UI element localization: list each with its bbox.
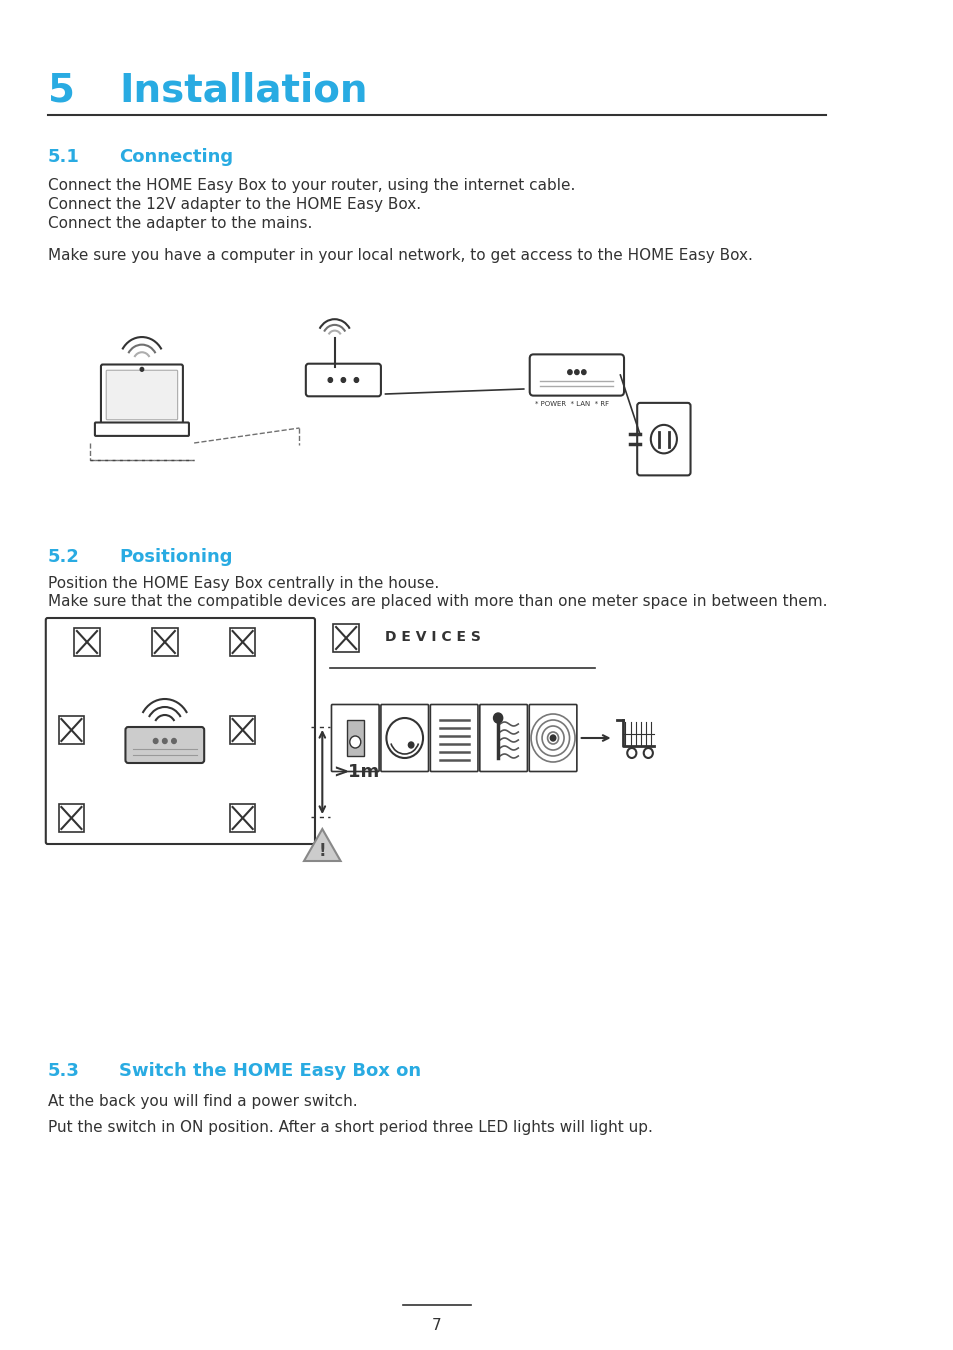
FancyBboxPatch shape [306, 363, 380, 397]
FancyBboxPatch shape [106, 370, 177, 420]
Circle shape [172, 738, 176, 744]
Text: !: ! [318, 842, 326, 860]
Circle shape [650, 425, 677, 454]
Circle shape [581, 370, 585, 374]
Circle shape [493, 713, 502, 724]
FancyBboxPatch shape [637, 402, 690, 475]
Bar [152, 628, 177, 656]
Bar [230, 805, 255, 832]
Text: 5: 5 [48, 72, 74, 109]
Text: At the back you will find a power switch.: At the back you will find a power switch… [48, 1094, 356, 1108]
Circle shape [140, 367, 144, 371]
Circle shape [408, 743, 414, 748]
Bar [74, 628, 100, 656]
Text: D E V I C E S: D E V I C E S [384, 630, 480, 644]
Bar [230, 716, 255, 744]
Text: 5.1: 5.1 [48, 148, 79, 166]
Circle shape [567, 370, 572, 374]
Circle shape [643, 748, 652, 757]
Text: Connect the HOME Easy Box to your router, using the internet cable.: Connect the HOME Easy Box to your router… [48, 178, 575, 193]
FancyBboxPatch shape [101, 364, 183, 425]
Text: Make sure that the compatible devices are placed with more than one meter space : Make sure that the compatible devices ar… [48, 594, 826, 609]
Text: Positioning: Positioning [119, 548, 233, 566]
FancyBboxPatch shape [430, 705, 477, 771]
Text: Connect the 12V adapter to the HOME Easy Box.: Connect the 12V adapter to the HOME Easy… [48, 197, 420, 212]
Circle shape [153, 738, 158, 744]
Text: 5.3: 5.3 [48, 1062, 79, 1080]
Text: Connecting: Connecting [119, 148, 233, 166]
Circle shape [354, 378, 358, 382]
Circle shape [550, 734, 556, 741]
Bar [58, 716, 84, 744]
Text: >1m: >1m [333, 763, 379, 782]
Bar [230, 628, 255, 656]
Bar [333, 624, 358, 652]
Bar [58, 805, 84, 832]
Circle shape [350, 736, 360, 748]
Text: 5.2: 5.2 [48, 548, 79, 566]
Text: * POWER  * LAN  * RF: * POWER * LAN * RF [535, 401, 609, 408]
Circle shape [574, 370, 578, 374]
FancyBboxPatch shape [529, 355, 623, 396]
Circle shape [328, 378, 333, 382]
Text: 7: 7 [432, 1318, 441, 1332]
Text: Switch the HOME Easy Box on: Switch the HOME Easy Box on [119, 1062, 420, 1080]
FancyBboxPatch shape [46, 618, 314, 844]
FancyBboxPatch shape [125, 728, 204, 763]
Text: Position the HOME Easy Box centrally in the house.: Position the HOME Easy Box centrally in … [48, 576, 438, 591]
FancyBboxPatch shape [380, 705, 428, 771]
Circle shape [341, 378, 345, 382]
Polygon shape [304, 829, 340, 861]
Text: Make sure you have a computer in your local network, to get access to the HOME E: Make sure you have a computer in your lo… [48, 248, 752, 263]
FancyBboxPatch shape [94, 423, 189, 436]
Text: Installation: Installation [119, 72, 367, 109]
FancyBboxPatch shape [331, 705, 378, 771]
FancyBboxPatch shape [479, 705, 527, 771]
Text: Put the switch in ON position. After a short period three LED lights will light : Put the switch in ON position. After a s… [48, 1120, 652, 1135]
Circle shape [386, 718, 422, 757]
FancyBboxPatch shape [529, 705, 577, 771]
Circle shape [162, 738, 167, 744]
Text: Connect the adapter to the mains.: Connect the adapter to the mains. [48, 216, 312, 231]
Circle shape [626, 748, 636, 757]
Bar [347, 720, 363, 756]
